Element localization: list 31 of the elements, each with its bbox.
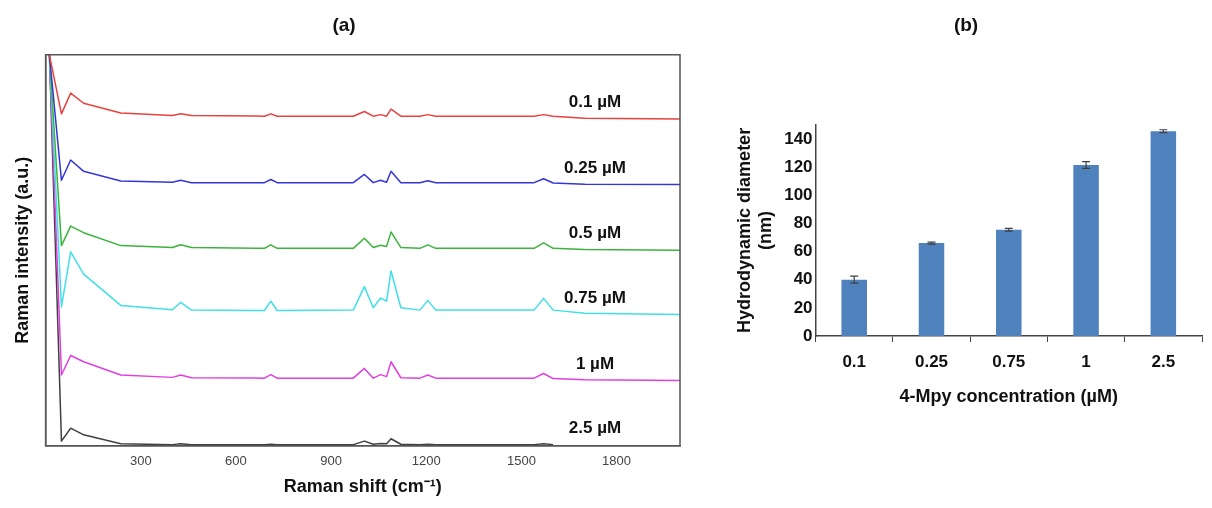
series-label: 2.5 µM [568, 417, 622, 437]
y-tick-label: 100 [784, 184, 813, 204]
y-tick-label: 20 [793, 297, 813, 317]
y-tick-label: 120 [784, 156, 813, 176]
y-tick-label: 80 [793, 213, 813, 233]
x-tick-label: 600 [225, 453, 247, 469]
series-label: 0.75 µM [564, 287, 626, 307]
y-tick-label: 0 [803, 325, 813, 345]
y-axis-title: Raman intensity (a.u.) [11, 156, 32, 344]
x-axis-title: 4-Mpy concentration (µM) [899, 386, 1118, 407]
x-tick-label: 1200 [411, 453, 441, 469]
y-axis-title: Hydrodynamic diameter (nm) [733, 127, 776, 333]
series-label: 0.5 µM [568, 223, 622, 243]
x-tick-label: 0.1 [842, 351, 867, 371]
y-tick-label: 60 [793, 241, 813, 261]
x-tick-label: 1 [1081, 351, 1091, 371]
series-label: 0.1 µM [568, 92, 622, 112]
x-tick-label: 1500 [506, 453, 536, 469]
x-tick-label: 1800 [602, 453, 632, 469]
x-tick-label: 2.5 [1151, 351, 1176, 371]
series-label: 0.25 µM [564, 157, 626, 177]
chart-title: (a) [332, 13, 356, 35]
x-tick-label: 900 [320, 453, 342, 469]
y-tick-label: 40 [793, 269, 813, 289]
y-tick-label: 140 [784, 128, 813, 148]
x-axis-title: Raman shift (cm⁻¹) [283, 476, 442, 497]
series-label: 1 µM [575, 353, 615, 373]
x-tick-label: 0.75 [992, 351, 1026, 371]
chart-title: (b) [953, 13, 979, 35]
x-tick-label: 0.25 [914, 351, 949, 371]
x-tick-label: 300 [129, 453, 152, 469]
